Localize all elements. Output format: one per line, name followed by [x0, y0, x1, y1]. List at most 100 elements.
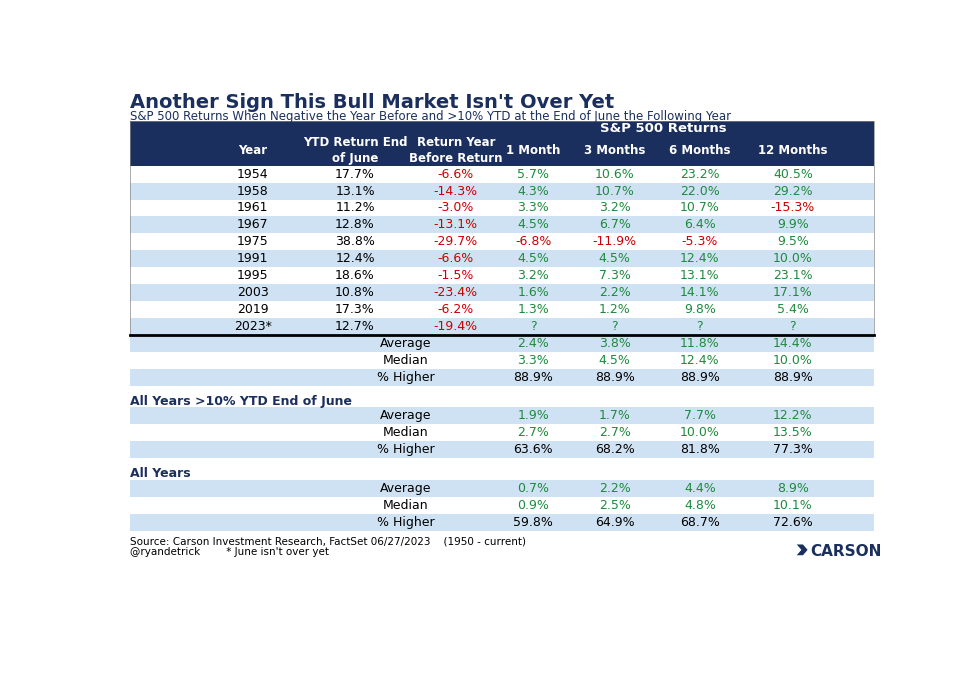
Polygon shape: [797, 545, 808, 555]
Text: 3.3%: 3.3%: [517, 202, 549, 214]
Text: -6.8%: -6.8%: [515, 235, 552, 248]
Text: 40.5%: 40.5%: [773, 167, 812, 181]
Text: 12.8%: 12.8%: [335, 218, 375, 232]
Text: 88.9%: 88.9%: [514, 371, 553, 384]
Text: 11.8%: 11.8%: [680, 337, 719, 350]
Text: -19.4%: -19.4%: [434, 320, 478, 333]
Text: 1991: 1991: [237, 252, 269, 265]
Text: 17.3%: 17.3%: [335, 303, 375, 316]
Text: % Higher: % Higher: [376, 371, 434, 384]
Text: 1954: 1954: [237, 167, 269, 181]
Text: 4.8%: 4.8%: [684, 498, 715, 512]
Bar: [130, 267, 874, 284]
Text: Source: Carson Investment Research, FactSet 06/27/2023    (1950 - current): Source: Carson Investment Research, Fact…: [130, 537, 526, 547]
Text: Return Year
Before Return: Return Year Before Return: [409, 136, 503, 165]
Text: 10.8%: 10.8%: [335, 286, 375, 299]
Text: 10.7%: 10.7%: [595, 185, 635, 197]
Text: 10.1%: 10.1%: [773, 498, 812, 512]
Text: 2.4%: 2.4%: [517, 337, 549, 350]
Text: ?: ?: [790, 320, 796, 333]
Text: 17.7%: 17.7%: [335, 167, 375, 181]
Text: 12 Months: 12 Months: [759, 144, 828, 158]
Text: -13.1%: -13.1%: [434, 218, 478, 232]
Text: ?: ?: [612, 320, 618, 333]
Text: 2.2%: 2.2%: [599, 286, 630, 299]
Text: 2.7%: 2.7%: [599, 426, 630, 440]
Bar: [130, 441, 874, 458]
Text: 4.5%: 4.5%: [599, 252, 630, 265]
Bar: [130, 121, 874, 335]
Text: 77.3%: 77.3%: [773, 443, 812, 456]
Text: % Higher: % Higher: [376, 443, 434, 456]
Text: 3 Months: 3 Months: [584, 144, 645, 158]
Text: 6.4%: 6.4%: [684, 218, 715, 232]
Bar: [130, 318, 874, 335]
Bar: [130, 233, 874, 251]
Text: 10.0%: 10.0%: [773, 252, 812, 265]
Text: Another Sign This Bull Market Isn't Over Yet: Another Sign This Bull Market Isn't Over…: [130, 93, 614, 112]
Text: 68.7%: 68.7%: [680, 516, 720, 528]
Text: 1.9%: 1.9%: [517, 410, 549, 422]
Text: 2.2%: 2.2%: [599, 482, 630, 495]
Text: 4.5%: 4.5%: [517, 218, 549, 232]
Text: 72.6%: 72.6%: [773, 516, 812, 528]
Text: 1958: 1958: [237, 185, 269, 197]
Text: 3.2%: 3.2%: [517, 270, 549, 282]
Text: 4.3%: 4.3%: [517, 185, 549, 197]
Text: 1975: 1975: [237, 235, 269, 248]
Text: -3.0%: -3.0%: [437, 202, 474, 214]
Text: 3.3%: 3.3%: [517, 354, 549, 367]
Text: 2003: 2003: [237, 286, 269, 299]
Text: ?: ?: [697, 320, 704, 333]
Text: 12.4%: 12.4%: [335, 252, 374, 265]
Text: 13.1%: 13.1%: [335, 185, 374, 197]
Text: 7.7%: 7.7%: [684, 410, 715, 422]
Text: 0.9%: 0.9%: [517, 498, 549, 512]
Text: 1995: 1995: [237, 270, 269, 282]
Text: 12.2%: 12.2%: [773, 410, 812, 422]
Bar: [130, 369, 874, 386]
Text: 2.5%: 2.5%: [599, 498, 630, 512]
Text: 59.8%: 59.8%: [514, 516, 553, 528]
Text: 10.0%: 10.0%: [773, 354, 812, 367]
Text: 1.7%: 1.7%: [599, 410, 630, 422]
Text: 1.2%: 1.2%: [599, 303, 630, 316]
Text: 3.8%: 3.8%: [599, 337, 630, 350]
Text: 2019: 2019: [237, 303, 269, 316]
Bar: [130, 480, 874, 497]
Text: 5.7%: 5.7%: [517, 167, 549, 181]
Text: 2.7%: 2.7%: [517, 426, 549, 440]
Text: All Years >10% YTD End of June: All Years >10% YTD End of June: [130, 395, 352, 408]
Text: -6.6%: -6.6%: [438, 252, 474, 265]
Text: 88.9%: 88.9%: [680, 371, 720, 384]
Text: 4.5%: 4.5%: [517, 252, 549, 265]
Bar: [130, 497, 874, 514]
Bar: [130, 251, 874, 267]
Text: 11.2%: 11.2%: [335, 202, 374, 214]
Text: 0.7%: 0.7%: [517, 482, 549, 495]
Text: 29.2%: 29.2%: [773, 185, 812, 197]
Text: 13.5%: 13.5%: [773, 426, 812, 440]
Text: 9.8%: 9.8%: [684, 303, 715, 316]
Text: 4.4%: 4.4%: [684, 482, 715, 495]
Text: 88.9%: 88.9%: [595, 371, 635, 384]
Text: Average: Average: [379, 410, 431, 422]
Bar: [130, 335, 874, 352]
Text: 14.1%: 14.1%: [680, 286, 719, 299]
Text: 81.8%: 81.8%: [680, 443, 720, 456]
Text: 9.9%: 9.9%: [777, 218, 808, 232]
Text: 10.7%: 10.7%: [680, 202, 720, 214]
Text: 7.3%: 7.3%: [599, 270, 630, 282]
Text: -29.7%: -29.7%: [433, 235, 478, 248]
Text: Year: Year: [238, 144, 268, 158]
Bar: [130, 199, 874, 216]
Text: 8.9%: 8.9%: [777, 482, 808, 495]
Text: 9.5%: 9.5%: [777, 235, 808, 248]
Text: 12.4%: 12.4%: [680, 354, 719, 367]
Text: 1.6%: 1.6%: [517, 286, 549, 299]
Text: 1967: 1967: [237, 218, 269, 232]
Text: ?: ?: [530, 320, 537, 333]
Text: All Years: All Years: [130, 468, 191, 480]
Text: 5.4%: 5.4%: [777, 303, 808, 316]
Text: 1 Month: 1 Month: [506, 144, 561, 158]
